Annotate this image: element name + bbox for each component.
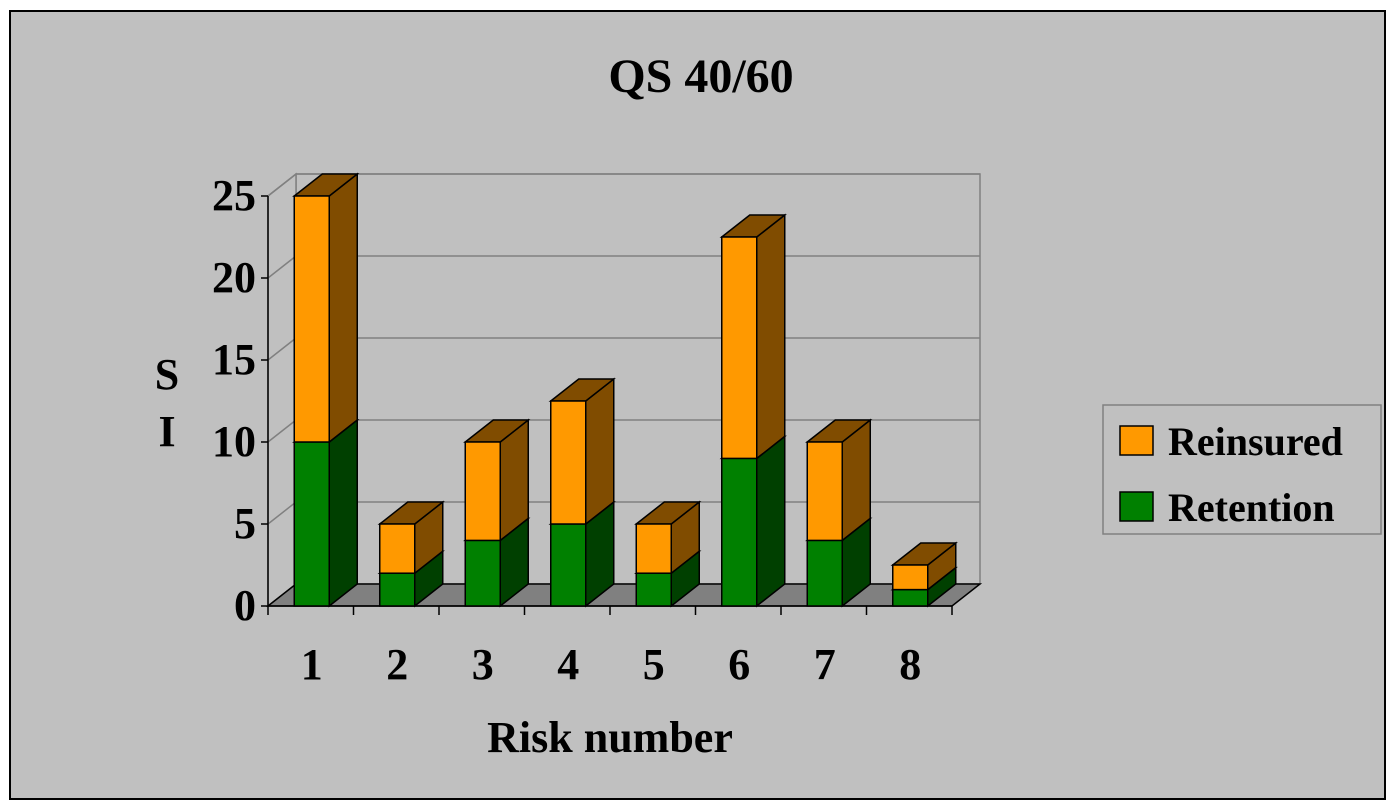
y-tick-label: 5	[234, 499, 256, 548]
x-tick-label: 3	[472, 640, 494, 689]
bar-reinsured-5	[635, 523, 672, 574]
gridline-side	[267, 337, 297, 361]
gridline-side	[267, 419, 297, 443]
x-tick-label: 1	[301, 640, 323, 689]
bar-retention-4	[550, 523, 587, 607]
bar-side-retention-1	[328, 418, 358, 608]
bar-reinsured-4	[550, 400, 587, 525]
x-tick-label: 6	[728, 640, 750, 689]
bar-reinsured-3	[464, 441, 501, 542]
legend-label-reinsured: Reinsured	[1168, 419, 1343, 464]
floor	[265, 583, 983, 607]
bar-reinsured-1	[293, 195, 330, 443]
bar-retention-2	[379, 572, 416, 607]
bar-retention-6	[721, 457, 758, 607]
bar-side-reinsured-4	[585, 377, 615, 526]
gridline-side	[267, 173, 297, 197]
bar-side-retention-6	[756, 434, 786, 608]
bar-side-reinsured-1	[328, 172, 358, 444]
bar-retention-1	[293, 441, 330, 607]
bar-retention-3	[464, 539, 501, 607]
bar-reinsured-8	[892, 564, 929, 591]
y-axis-label-line-2: I	[158, 407, 175, 456]
legend: Reinsured Retention	[1102, 404, 1382, 535]
bar-reinsured-2	[379, 523, 416, 574]
y-tick-label: 15	[212, 335, 256, 384]
gridline-side	[267, 255, 297, 279]
bar-side-reinsured-6	[756, 213, 786, 460]
bar-reinsured-7	[806, 441, 843, 542]
bar-reinsured-6	[721, 236, 758, 460]
y-axis-label-line-1: S	[155, 350, 179, 399]
x-tick-label: 7	[814, 640, 836, 689]
y-tick-label: 10	[212, 417, 256, 466]
x-axis-label: Risk number	[487, 713, 733, 762]
x-tick-label: 2	[386, 640, 408, 689]
x-tick-label: 5	[643, 640, 665, 689]
x-tick-label: 8	[899, 640, 921, 689]
y-tick-label: 0	[234, 581, 256, 630]
x-tick-label: 4	[557, 640, 579, 689]
y-tick-label: 20	[212, 253, 256, 302]
plot-area: 0 5 10 15 20 25 1 2 3 4 5 6 7 8	[212, 171, 983, 689]
bar-retention-5	[635, 572, 672, 607]
chart-title: QS 40/60	[608, 50, 793, 103]
bar-retention-7	[806, 539, 843, 607]
y-tick-label: 25	[212, 171, 256, 220]
legend-swatch-retention	[1119, 491, 1154, 522]
bar-retention-8	[892, 588, 929, 607]
gridline-side	[267, 501, 297, 525]
legend-swatch-reinsured	[1119, 425, 1154, 456]
legend-label-retention: Retention	[1168, 485, 1335, 530]
side-wall	[267, 172, 297, 608]
